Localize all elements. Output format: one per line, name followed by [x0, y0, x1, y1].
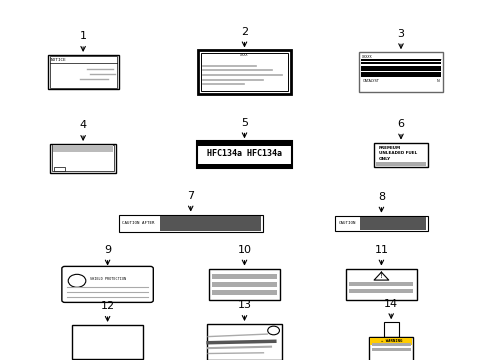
Bar	[348, 282, 412, 286]
Bar	[48, 55, 118, 89]
Bar	[54, 167, 64, 171]
Text: !: !	[379, 273, 382, 279]
Bar	[371, 343, 410, 346]
Bar	[197, 141, 290, 146]
Text: XXXXX: XXXXX	[361, 55, 372, 59]
Text: 10: 10	[237, 245, 251, 255]
Bar	[53, 145, 113, 152]
Bar	[209, 269, 279, 300]
Text: PREMIUM
UNLEADED FUEL
ONLY: PREMIUM UNLEADED FUEL ONLY	[378, 146, 416, 161]
Text: SHIELD PROTECTION: SHIELD PROTECTION	[89, 277, 125, 282]
Text: 11: 11	[374, 245, 387, 255]
Bar	[198, 50, 290, 94]
Text: 5: 5	[241, 118, 247, 128]
Bar	[196, 141, 291, 168]
Text: 8: 8	[377, 192, 384, 202]
FancyBboxPatch shape	[61, 266, 153, 302]
Text: 9: 9	[104, 245, 111, 255]
Bar	[72, 325, 142, 359]
Bar	[197, 164, 290, 168]
Text: 14: 14	[384, 298, 397, 309]
Bar	[52, 145, 114, 171]
Text: 3: 3	[397, 28, 404, 39]
Bar	[212, 274, 276, 279]
Bar	[361, 61, 440, 62]
Bar	[160, 216, 261, 231]
Bar	[360, 217, 426, 230]
Bar	[346, 269, 416, 300]
Text: NOTICE: NOTICE	[51, 58, 67, 62]
Text: ⚠ WARNING: ⚠ WARNING	[380, 339, 401, 343]
Bar	[371, 348, 410, 351]
Bar	[361, 66, 440, 71]
Text: XXXX: XXXX	[240, 53, 248, 57]
Text: CATALYST: CATALYST	[362, 79, 379, 83]
Text: 6: 6	[397, 119, 404, 129]
Bar	[206, 324, 282, 360]
Text: 2: 2	[241, 27, 247, 37]
Bar	[373, 143, 427, 167]
Bar	[368, 337, 412, 360]
Text: CAUTION: CAUTION	[338, 221, 356, 225]
Bar	[119, 215, 262, 232]
Bar	[334, 216, 427, 231]
Text: CAUTION AFTER: CAUTION AFTER	[122, 221, 155, 225]
Bar	[50, 144, 116, 173]
Text: 13: 13	[237, 300, 251, 310]
Text: 1: 1	[80, 31, 86, 41]
Bar	[50, 56, 116, 87]
Bar	[348, 289, 412, 293]
Bar	[361, 59, 440, 64]
Bar	[369, 338, 411, 345]
Text: 7: 7	[187, 191, 194, 201]
Bar	[375, 162, 426, 166]
Text: 4: 4	[80, 120, 86, 130]
Bar	[212, 282, 276, 287]
Bar	[361, 72, 440, 77]
Text: 12: 12	[101, 301, 114, 311]
Bar	[383, 322, 398, 337]
Bar	[359, 52, 442, 92]
Bar	[201, 53, 287, 91]
Text: HFC134a HFC134a: HFC134a HFC134a	[206, 149, 282, 158]
Bar	[212, 290, 276, 295]
Text: N: N	[436, 79, 439, 83]
